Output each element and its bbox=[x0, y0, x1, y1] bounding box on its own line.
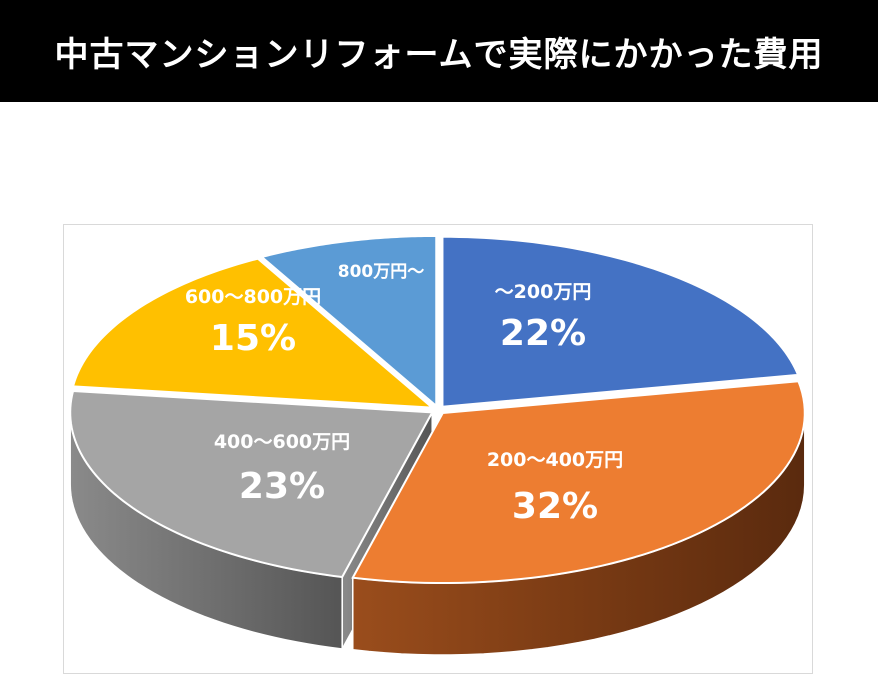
pie-slice-3 bbox=[69, 390, 434, 579]
title-bar: 中古マンションリフォームで実際にかかった費用 bbox=[0, 0, 878, 102]
slice-label-4: 600～800万円 bbox=[185, 286, 321, 308]
chart-frame bbox=[63, 224, 813, 674]
pie-slice-4 bbox=[71, 257, 436, 409]
slice-value-3: 23% bbox=[239, 466, 325, 507]
slice-value-2: 32% bbox=[512, 486, 598, 527]
slice-value-4: 15% bbox=[210, 318, 296, 359]
slice-label-1: ～200万円 bbox=[495, 281, 592, 303]
page-title: 中古マンションリフォームで実際にかかった費用 bbox=[54, 34, 824, 75]
slice-label-5: 800万円～ bbox=[338, 262, 425, 282]
slice-value-1: 22% bbox=[500, 313, 586, 354]
pie-slice-5 bbox=[259, 234, 438, 409]
slice-label-2: 200～400万円 bbox=[487, 449, 623, 471]
slice-label-3: 400～600万円 bbox=[214, 431, 350, 453]
pie-slice-1 bbox=[441, 235, 800, 408]
pie-slice-2 bbox=[351, 380, 806, 585]
